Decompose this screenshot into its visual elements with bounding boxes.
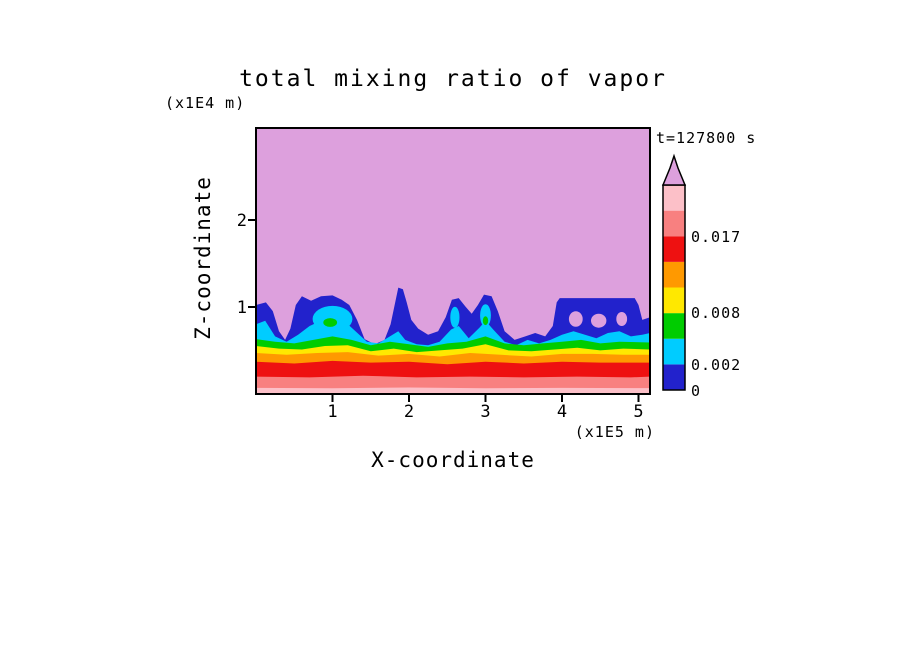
- colorbar-segments: [663, 185, 685, 391]
- x-tick-label-3: 3: [480, 402, 490, 422]
- y-tick-label-1: 1: [237, 298, 247, 318]
- colorbar: 0.017 0.008 0.002 0: [661, 153, 741, 400]
- colorbar-label-0: 0: [691, 382, 701, 400]
- colorbar-segment-2: [663, 313, 685, 339]
- colorbar-segment-3: [663, 287, 685, 314]
- colorbar-segment-7: [663, 185, 685, 211]
- y-axis-units-label: (x1E4 m): [165, 94, 245, 112]
- colorbar-segment-5: [663, 236, 685, 262]
- time-label: t=127800 s: [656, 129, 756, 147]
- tick-marks: [248, 219, 640, 402]
- contour-blob-green-core-main-plume: [323, 318, 338, 327]
- colorbar-segment-4: [663, 261, 685, 288]
- contour-blob-cyan-core-plume-3: [480, 304, 491, 327]
- contour-blob-clear-gap-1: [568, 311, 583, 327]
- contour-blob-clear-gap-3: [616, 312, 628, 326]
- y-axis-label: Z-coordinate: [191, 176, 215, 340]
- y-tick-label-2: 2: [237, 211, 247, 231]
- x-tick-label-2: 2: [404, 402, 414, 422]
- x-axis-units-label: (x1E5 m): [575, 423, 655, 441]
- contour-blob-clear-gap-2: [591, 313, 607, 328]
- colorbar-segment-0: [663, 364, 685, 391]
- colorbar-segment-6: [663, 210, 685, 237]
- colorbar-segment-1: [663, 338, 685, 365]
- contour-field: [256, 287, 650, 394]
- colorbar-label-0008: 0.008: [691, 304, 741, 322]
- x-tick-label-1: 1: [327, 402, 337, 422]
- colorbar-label-0002: 0.002: [691, 356, 741, 374]
- contour-blob-green-core-plume-3: [482, 316, 489, 326]
- colorbar-overflow-arrow-icon: [661, 153, 687, 186]
- chart-title: total mixing ratio of vapor: [239, 66, 667, 92]
- x-axis-label: X-coordinate: [371, 448, 535, 472]
- x-tick-label-5: 5: [633, 402, 643, 422]
- plot-frame: [255, 127, 651, 395]
- contour-blob-cyan-core-plume-2: [450, 306, 460, 328]
- contour-band-lightpink-gt-0.02: [256, 387, 650, 394]
- x-tick-label-4: 4: [557, 402, 567, 422]
- colorbar-label-0017: 0.017: [691, 228, 741, 246]
